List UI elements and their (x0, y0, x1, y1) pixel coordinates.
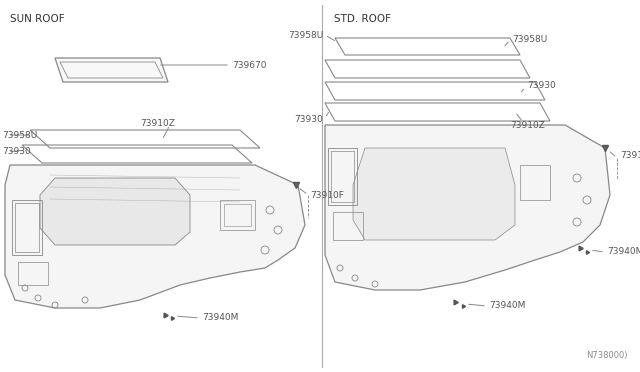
Text: 73910F: 73910F (620, 151, 640, 160)
Polygon shape (353, 148, 515, 240)
Text: 73910Z: 73910Z (510, 122, 545, 131)
Text: 73958U: 73958U (2, 131, 37, 140)
Text: 73910F: 73910F (310, 190, 344, 199)
Text: 73940M: 73940M (607, 247, 640, 257)
Text: 73940M: 73940M (202, 314, 238, 323)
Text: STD. ROOF: STD. ROOF (334, 14, 391, 24)
Text: 73930: 73930 (2, 148, 31, 157)
Text: SUN ROOF: SUN ROOF (10, 14, 65, 24)
Polygon shape (40, 178, 190, 245)
Polygon shape (325, 125, 610, 290)
Text: 73940M: 73940M (489, 301, 525, 311)
Text: 73958U: 73958U (288, 31, 323, 39)
Polygon shape (5, 165, 305, 308)
Text: 73930: 73930 (527, 81, 556, 90)
Text: 739670: 739670 (232, 61, 266, 70)
Text: 73930: 73930 (294, 115, 323, 125)
Polygon shape (55, 58, 168, 82)
Text: 73910Z: 73910Z (141, 119, 175, 128)
Text: 73958U: 73958U (512, 35, 547, 44)
Text: N738000): N738000) (586, 351, 628, 360)
